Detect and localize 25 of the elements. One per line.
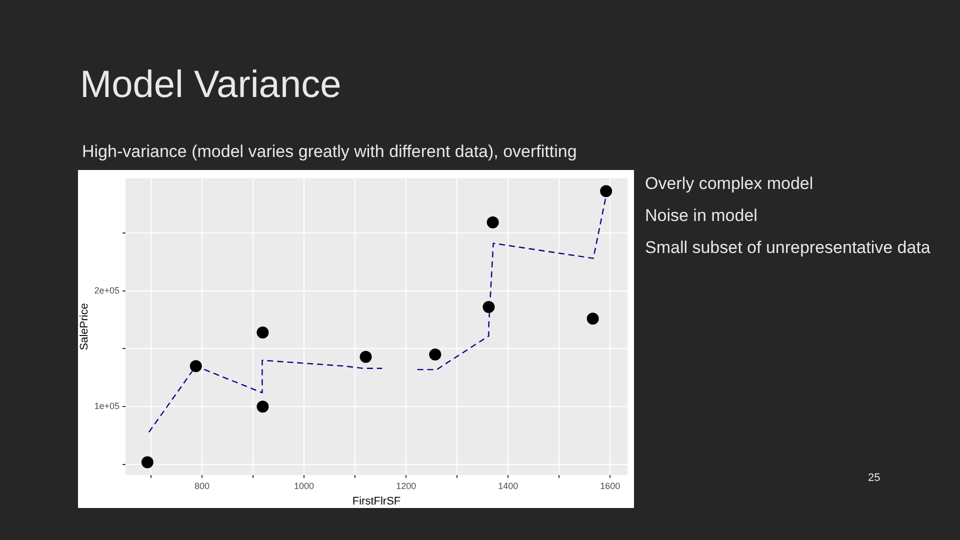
text: Noise in model	[645, 206, 758, 226]
y-axis-title: SalePrice	[78, 303, 91, 350]
x-tick-label: 1000	[294, 480, 314, 491]
point	[482, 301, 495, 314]
point	[360, 350, 372, 363]
text: Overly complex model	[645, 174, 814, 194]
x-tick-label: 800	[194, 480, 210, 491]
chart-subtitle: High-variance (model varies greatly with different data), overfitting	[82, 142, 577, 162]
point	[586, 312, 599, 325]
x-tick-label: 1400	[498, 480, 518, 491]
point	[429, 348, 442, 361]
point	[256, 400, 269, 413]
y-tick-label: 2e+05	[94, 285, 120, 296]
x-tick-label: 1200	[396, 480, 416, 491]
point	[190, 360, 202, 372]
point	[486, 216, 499, 228]
point	[141, 456, 154, 468]
chart-title: Model Variance	[80, 64, 342, 107]
text: 25	[868, 472, 880, 484]
x-tick-label: 1600	[600, 480, 620, 491]
point	[256, 326, 269, 338]
y-tick-label: 1e+05	[94, 401, 120, 412]
x-axis-title: FirstFlrSF	[352, 495, 401, 508]
point	[600, 185, 612, 198]
text: Small subset of unrepresentative data	[645, 238, 932, 258]
